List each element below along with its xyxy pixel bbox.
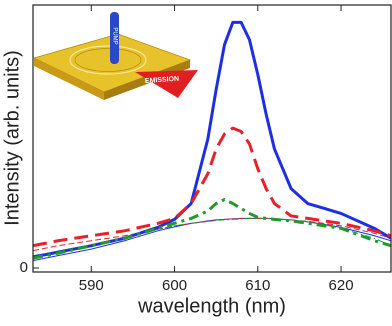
ring-inner: [74, 48, 142, 72]
series-line: [33, 217, 391, 262]
x-tick-label: 600: [162, 277, 187, 294]
emission-label: EMISSION: [145, 76, 180, 85]
plot-area: [33, 20, 391, 262]
y-tick-label: 0: [20, 259, 28, 276]
inset: PUMP EMISSION: [32, 12, 198, 100]
x-tick-label: 610: [245, 277, 270, 294]
x-tick-label: 590: [79, 277, 104, 294]
pump-label: PUMP: [111, 27, 117, 44]
series-line: [33, 198, 391, 260]
slab-side: [34, 58, 104, 100]
emission-cone: [135, 70, 198, 98]
ring: [69, 45, 147, 75]
x-tick-label: 620: [329, 277, 354, 294]
series-line: [33, 20, 391, 259]
y-axis-label: Intensity (arb. units): [1, 50, 23, 226]
x-axis-label: wavelength (nm): [137, 295, 286, 317]
slab-front: [104, 60, 190, 100]
pump-beam: [110, 12, 119, 64]
plot-frame: [32, 4, 392, 273]
series-line: [33, 126, 391, 248]
